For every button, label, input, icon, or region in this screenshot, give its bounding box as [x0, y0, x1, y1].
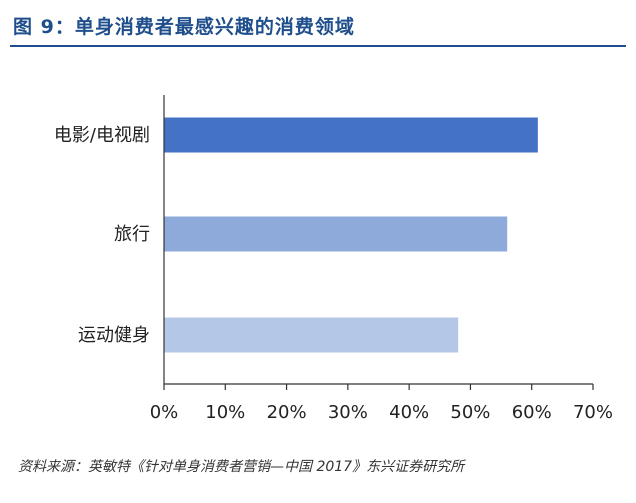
- x-tick-label: 50%: [450, 402, 490, 423]
- x-tick-label: 20%: [267, 402, 307, 423]
- source-note: 资料来源：英敏特《针对单身消费者营销—中国 2017》东兴证券研究所: [18, 459, 465, 475]
- x-tick-label: 0%: [150, 402, 179, 423]
- x-tick-label: 10%: [205, 402, 245, 423]
- x-tick-group: 0% 10% 20% 30% 40% 50% 60% 70%: [150, 384, 613, 423]
- bars-group: [164, 117, 538, 353]
- bar-0: [164, 117, 538, 153]
- category-label: 运动健身: [78, 325, 150, 346]
- bar-2: [164, 317, 459, 353]
- title-divider: [10, 45, 626, 47]
- bar-1: [164, 216, 508, 252]
- category-label: 电影/电视剧: [54, 125, 150, 146]
- x-tick-label: 70%: [573, 402, 613, 423]
- x-tick-label: 30%: [328, 402, 368, 423]
- category-label: 旅行: [114, 224, 150, 245]
- figure-title: 图 9：单身消费者最感兴趣的消费领域: [13, 16, 355, 38]
- x-tick-label: 40%: [389, 402, 429, 423]
- x-tick-label: 60%: [512, 402, 552, 423]
